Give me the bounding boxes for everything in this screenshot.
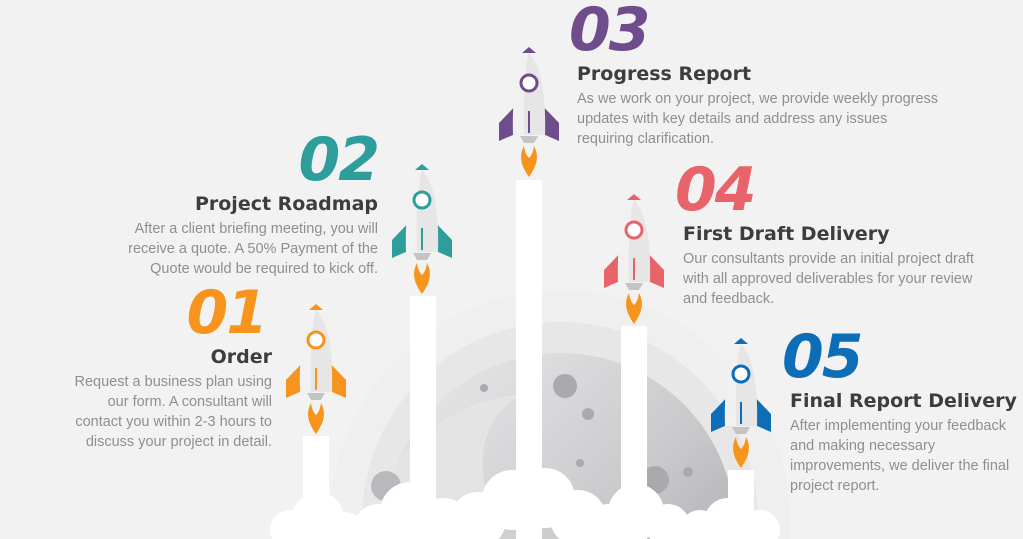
step-description: After a client briefing meeting, you wil… — [128, 221, 378, 277]
step-05: 05 Final Report Delivery After implement… — [782, 327, 1017, 496]
step-number: 05 — [782, 322, 864, 392]
step-number: 04 — [675, 155, 757, 225]
step-number: 02 — [298, 125, 381, 195]
step-description: As we work on your project, we provide w… — [577, 91, 939, 147]
step-number: 01 — [186, 278, 269, 348]
step-number: 03 — [569, 0, 651, 65]
step-title: Project Roadmap — [194, 193, 378, 215]
step-04: 04 First Draft Delivery Our consultants … — [675, 160, 983, 309]
step-title: Order — [210, 346, 272, 368]
step-description: Request a business plan using our form. … — [74, 374, 273, 450]
step-03: 03 Progress Report As we work on your pr… — [569, 0, 947, 149]
rocket-02 — [392, 164, 452, 294]
step-title: Final Report Delivery — [790, 390, 1017, 412]
smoke-clouds — [270, 468, 780, 539]
moon — [330, 290, 790, 539]
step-title: First Draft Delivery — [683, 223, 890, 245]
rocket-04 — [604, 194, 664, 324]
rocket-03 — [499, 47, 559, 177]
rocket-05 — [711, 338, 771, 468]
step-description: Our consultants provide an initial proje… — [683, 251, 974, 307]
step-02: 02 Project Roadmap After a client briefi… — [100, 125, 381, 279]
step-description: After implementing your feedback and mak… — [790, 418, 1010, 494]
rocket-01 — [286, 304, 346, 434]
step-title: Progress Report — [577, 63, 752, 85]
step-01: 01 Order Request a business plan using o… — [60, 278, 273, 452]
